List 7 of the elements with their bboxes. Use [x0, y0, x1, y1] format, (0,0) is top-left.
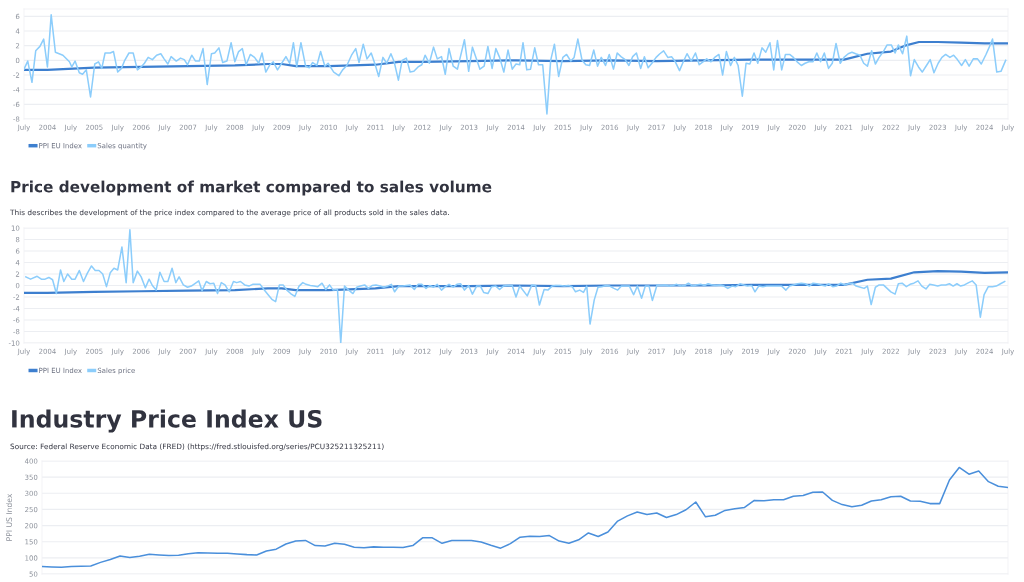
line-series: [24, 40, 1008, 71]
line-series: [25, 228, 1006, 343]
line-series: [42, 466, 1008, 568]
line-series: [24, 270, 1008, 295]
chart-title: Price development of market compared to sales volume: [11, 180, 492, 196]
chart-title: Industry Price Index US: [12, 409, 322, 433]
line-series: [24, 14, 1007, 115]
